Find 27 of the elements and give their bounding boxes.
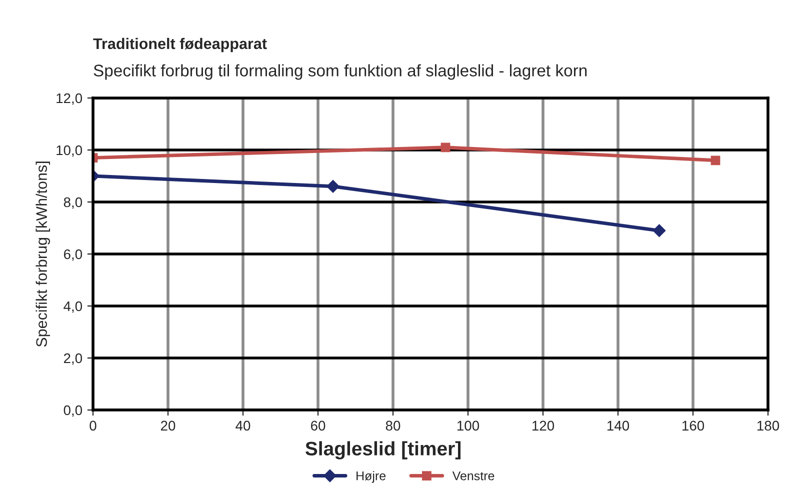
y-axis-title: Specifikt forbrug [kWh/tons]: [36, 162, 50, 347]
y-tick-label: 12,0: [56, 93, 82, 105]
y-tick-label: 6,0: [64, 249, 82, 261]
x-tick-label: 180: [757, 420, 780, 431]
x-tick-label: 100: [457, 420, 480, 431]
x-tick-label: 80: [386, 420, 400, 431]
y-tick-label: 2,0: [64, 353, 82, 365]
x-tick-label: 140: [607, 420, 630, 431]
point: [326, 180, 340, 193]
legend-label: Venstre: [452, 472, 494, 480]
point: [440, 142, 450, 152]
x-axis-title: Slagleslid [timer]: [305, 441, 460, 460]
x-tick-label: 40: [236, 420, 250, 431]
x-tick-label: 160: [682, 420, 704, 431]
chart-subtitle: Specifikt forbrug til formaling som funktion af slagleslid - lagret korn: [94, 64, 587, 80]
y-tick-label: 10,0: [56, 145, 82, 157]
x-tick-label: 120: [532, 420, 554, 431]
y-tick-label: 0,0: [64, 405, 82, 417]
chart-title: Traditionelt fødeapparat: [93, 38, 267, 52]
legend-label: Højre: [356, 471, 386, 483]
x-tick-label: 0: [90, 420, 96, 431]
y-tick-label: 8,0: [64, 197, 82, 209]
y-tick-label: 4,0: [64, 301, 82, 313]
x-tick-label: 20: [160, 420, 176, 431]
x-tick-label: 60: [310, 420, 326, 431]
point: [652, 224, 666, 238]
point: [710, 156, 720, 166]
